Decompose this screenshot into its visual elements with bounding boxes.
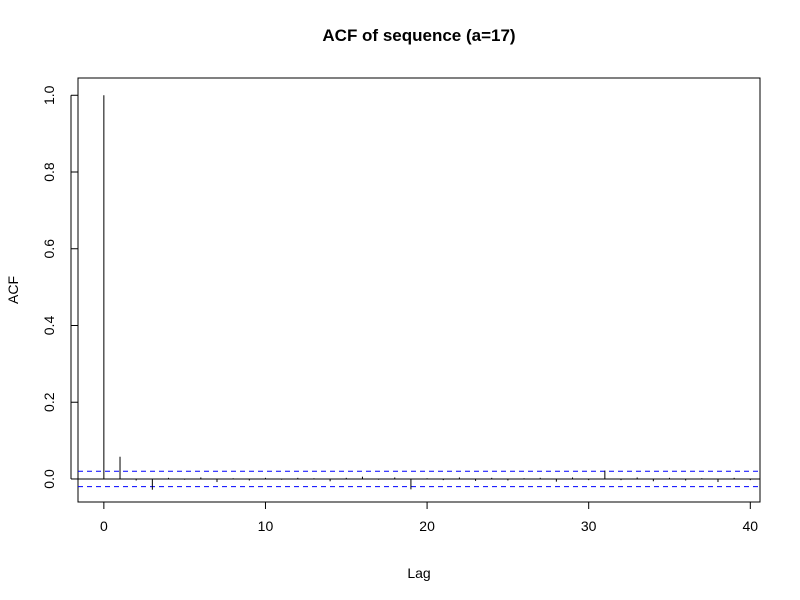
x-tick-label: 30 xyxy=(581,518,597,534)
y-axis-label: ACF xyxy=(5,276,21,304)
y-tick-label: 0.0 xyxy=(41,469,57,489)
x-tick-label: 40 xyxy=(743,518,759,534)
x-tick-label: 10 xyxy=(258,518,274,534)
chart-title: ACF of sequence (a=17) xyxy=(322,26,515,45)
plot-frame xyxy=(77,77,761,503)
y-tick-label: 0.6 xyxy=(41,239,57,259)
y-tick-label: 0.2 xyxy=(41,392,57,412)
x-tick-label: 0 xyxy=(100,518,108,534)
y-tick-label: 0.8 xyxy=(41,162,57,182)
y-tick-label: 1.0 xyxy=(41,85,57,105)
x-axis-label: Lag xyxy=(407,565,430,581)
plot-area: 0 10 20 30 40 0.0 0.2 0.4 0.6 0.8 1.0 xyxy=(41,77,761,534)
y-tick-label: 0.4 xyxy=(41,316,57,336)
x-tick-label: 20 xyxy=(419,518,435,534)
